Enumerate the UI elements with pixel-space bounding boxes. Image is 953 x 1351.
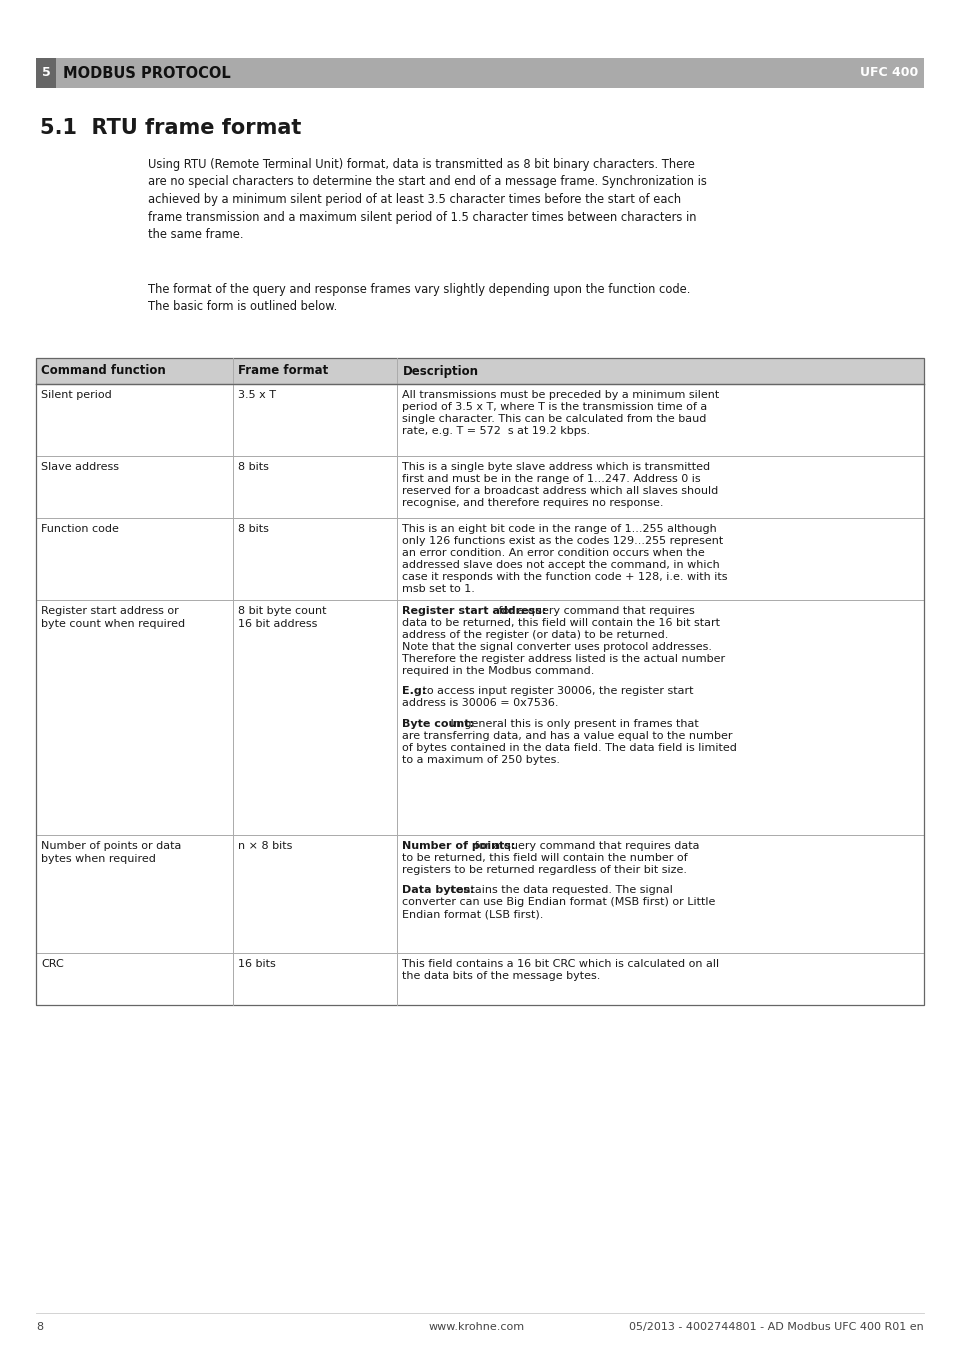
Text: period of 3.5 x T, where T is the transmission time of a: period of 3.5 x T, where T is the transm… (402, 403, 707, 412)
Text: Number of points or data
bytes when required: Number of points or data bytes when requ… (41, 842, 181, 865)
Text: case it responds with the function code + 128, i.e. with its: case it responds with the function code … (402, 571, 727, 582)
Text: first and must be in the range of 1...247. Address 0 is: first and must be in the range of 1...24… (402, 474, 700, 484)
Text: 8 bit byte count
16 bit address: 8 bit byte count 16 bit address (238, 607, 326, 630)
Text: www.krohne.com: www.krohne.com (429, 1323, 524, 1332)
Bar (36, 58, 56, 88)
Text: 8 bits: 8 bits (238, 524, 269, 534)
Text: single character. This can be calculated from the baud: single character. This can be calculated… (402, 413, 706, 424)
Text: Byte count:: Byte count: (402, 719, 474, 728)
Text: This field contains a 16 bit CRC which is calculated on all: This field contains a 16 bit CRC which i… (402, 959, 719, 969)
Text: an error condition. An error condition occurs when the: an error condition. An error condition o… (402, 549, 704, 558)
Text: for a query command that requires: for a query command that requires (495, 607, 695, 616)
Text: addressed slave does not accept the command, in which: addressed slave does not accept the comm… (402, 561, 720, 570)
Text: CRC: CRC (41, 959, 64, 969)
Text: Register start address:: Register start address: (402, 607, 546, 616)
Text: to access input register 30006, the register start: to access input register 30006, the regi… (418, 686, 692, 696)
Text: Command function: Command function (41, 365, 166, 377)
Text: of bytes contained in the data field. The data field is limited: of bytes contained in the data field. Th… (402, 743, 737, 753)
Text: All transmissions must be preceded by a minimum silent: All transmissions must be preceded by a … (402, 390, 719, 400)
Text: 16 bits: 16 bits (238, 959, 275, 969)
Text: 5: 5 (42, 66, 51, 80)
Bar (36, 952, 923, 1005)
Text: registers to be returned regardless of their bit size.: registers to be returned regardless of t… (402, 865, 687, 875)
Text: Frame format: Frame format (238, 365, 328, 377)
Bar (36, 58, 923, 88)
Bar (36, 457, 923, 517)
Text: Silent period: Silent period (41, 390, 112, 400)
Bar (36, 358, 923, 384)
Text: Note that the signal converter uses protocol addresses.: Note that the signal converter uses prot… (402, 642, 712, 653)
Text: msb set to 1.: msb set to 1. (402, 584, 475, 594)
Text: are transferring data, and has a value equal to the number: are transferring data, and has a value e… (402, 731, 732, 740)
Text: for a query command that requires data: for a query command that requires data (471, 842, 699, 851)
Text: Slave address: Slave address (41, 462, 119, 471)
Text: Description: Description (402, 365, 477, 377)
Text: In general this is only present in frames that: In general this is only present in frame… (446, 719, 698, 728)
Text: Function code: Function code (41, 524, 119, 534)
Text: address is 30006 = 0x7536.: address is 30006 = 0x7536. (402, 698, 558, 708)
Text: n × 8 bits: n × 8 bits (238, 842, 293, 851)
Text: contains the data requested. The signal: contains the data requested. The signal (446, 885, 672, 896)
Text: data to be returned, this field will contain the 16 bit start: data to be returned, this field will con… (402, 617, 720, 628)
Text: reserved for a broadcast address which all slaves should: reserved for a broadcast address which a… (402, 486, 718, 496)
Bar (36, 384, 923, 457)
Text: The format of the query and response frames vary slightly depending upon the fun: The format of the query and response fra… (148, 282, 690, 313)
Bar (36, 358, 923, 1005)
Text: Therefore the register address listed is the actual number: Therefore the register address listed is… (402, 654, 725, 663)
Text: 05/2013 - 4002744801 - AD Modbus UFC 400 R01 en: 05/2013 - 4002744801 - AD Modbus UFC 400… (629, 1323, 923, 1332)
Bar (36, 600, 923, 835)
Text: converter can use Big Endian format (MSB first) or Little: converter can use Big Endian format (MSB… (402, 897, 715, 908)
Text: This is a single byte slave address which is transmitted: This is a single byte slave address whic… (402, 462, 710, 471)
Text: address of the register (or data) to be returned.: address of the register (or data) to be … (402, 630, 668, 640)
Text: Using RTU (Remote Terminal Unit) format, data is transmitted as 8 bit binary cha: Using RTU (Remote Terminal Unit) format,… (148, 158, 706, 240)
Text: rate, e.g. T = 572  s at 19.2 kbps.: rate, e.g. T = 572 s at 19.2 kbps. (402, 426, 590, 436)
Text: UFC 400: UFC 400 (859, 66, 917, 80)
Text: the data bits of the message bytes.: the data bits of the message bytes. (402, 971, 600, 981)
Text: 8 bits: 8 bits (238, 462, 269, 471)
Text: This is an eight bit code in the range of 1...255 although: This is an eight bit code in the range o… (402, 524, 717, 534)
Text: E.g:: E.g: (402, 686, 426, 696)
Text: Register start address or
byte count when required: Register start address or byte count whe… (41, 607, 185, 630)
Text: Endian format (LSB first).: Endian format (LSB first). (402, 909, 543, 920)
Text: to be returned, this field will contain the number of: to be returned, this field will contain … (402, 852, 687, 863)
Text: 3.5 x T: 3.5 x T (238, 390, 275, 400)
Text: required in the Modbus command.: required in the Modbus command. (402, 666, 594, 676)
Bar (36, 835, 923, 952)
Text: to a maximum of 250 bytes.: to a maximum of 250 bytes. (402, 755, 559, 765)
Text: MODBUS PROTOCOL: MODBUS PROTOCOL (63, 65, 231, 81)
Bar (36, 517, 923, 600)
Text: 8: 8 (36, 1323, 43, 1332)
Text: recognise, and therefore requires no response.: recognise, and therefore requires no res… (402, 499, 663, 508)
Text: Number of points:: Number of points: (402, 842, 516, 851)
Text: Data bytes:: Data bytes: (402, 885, 475, 896)
Text: 5.1  RTU frame format: 5.1 RTU frame format (40, 118, 301, 138)
Text: only 126 functions exist as the codes 129...255 represent: only 126 functions exist as the codes 12… (402, 536, 723, 546)
